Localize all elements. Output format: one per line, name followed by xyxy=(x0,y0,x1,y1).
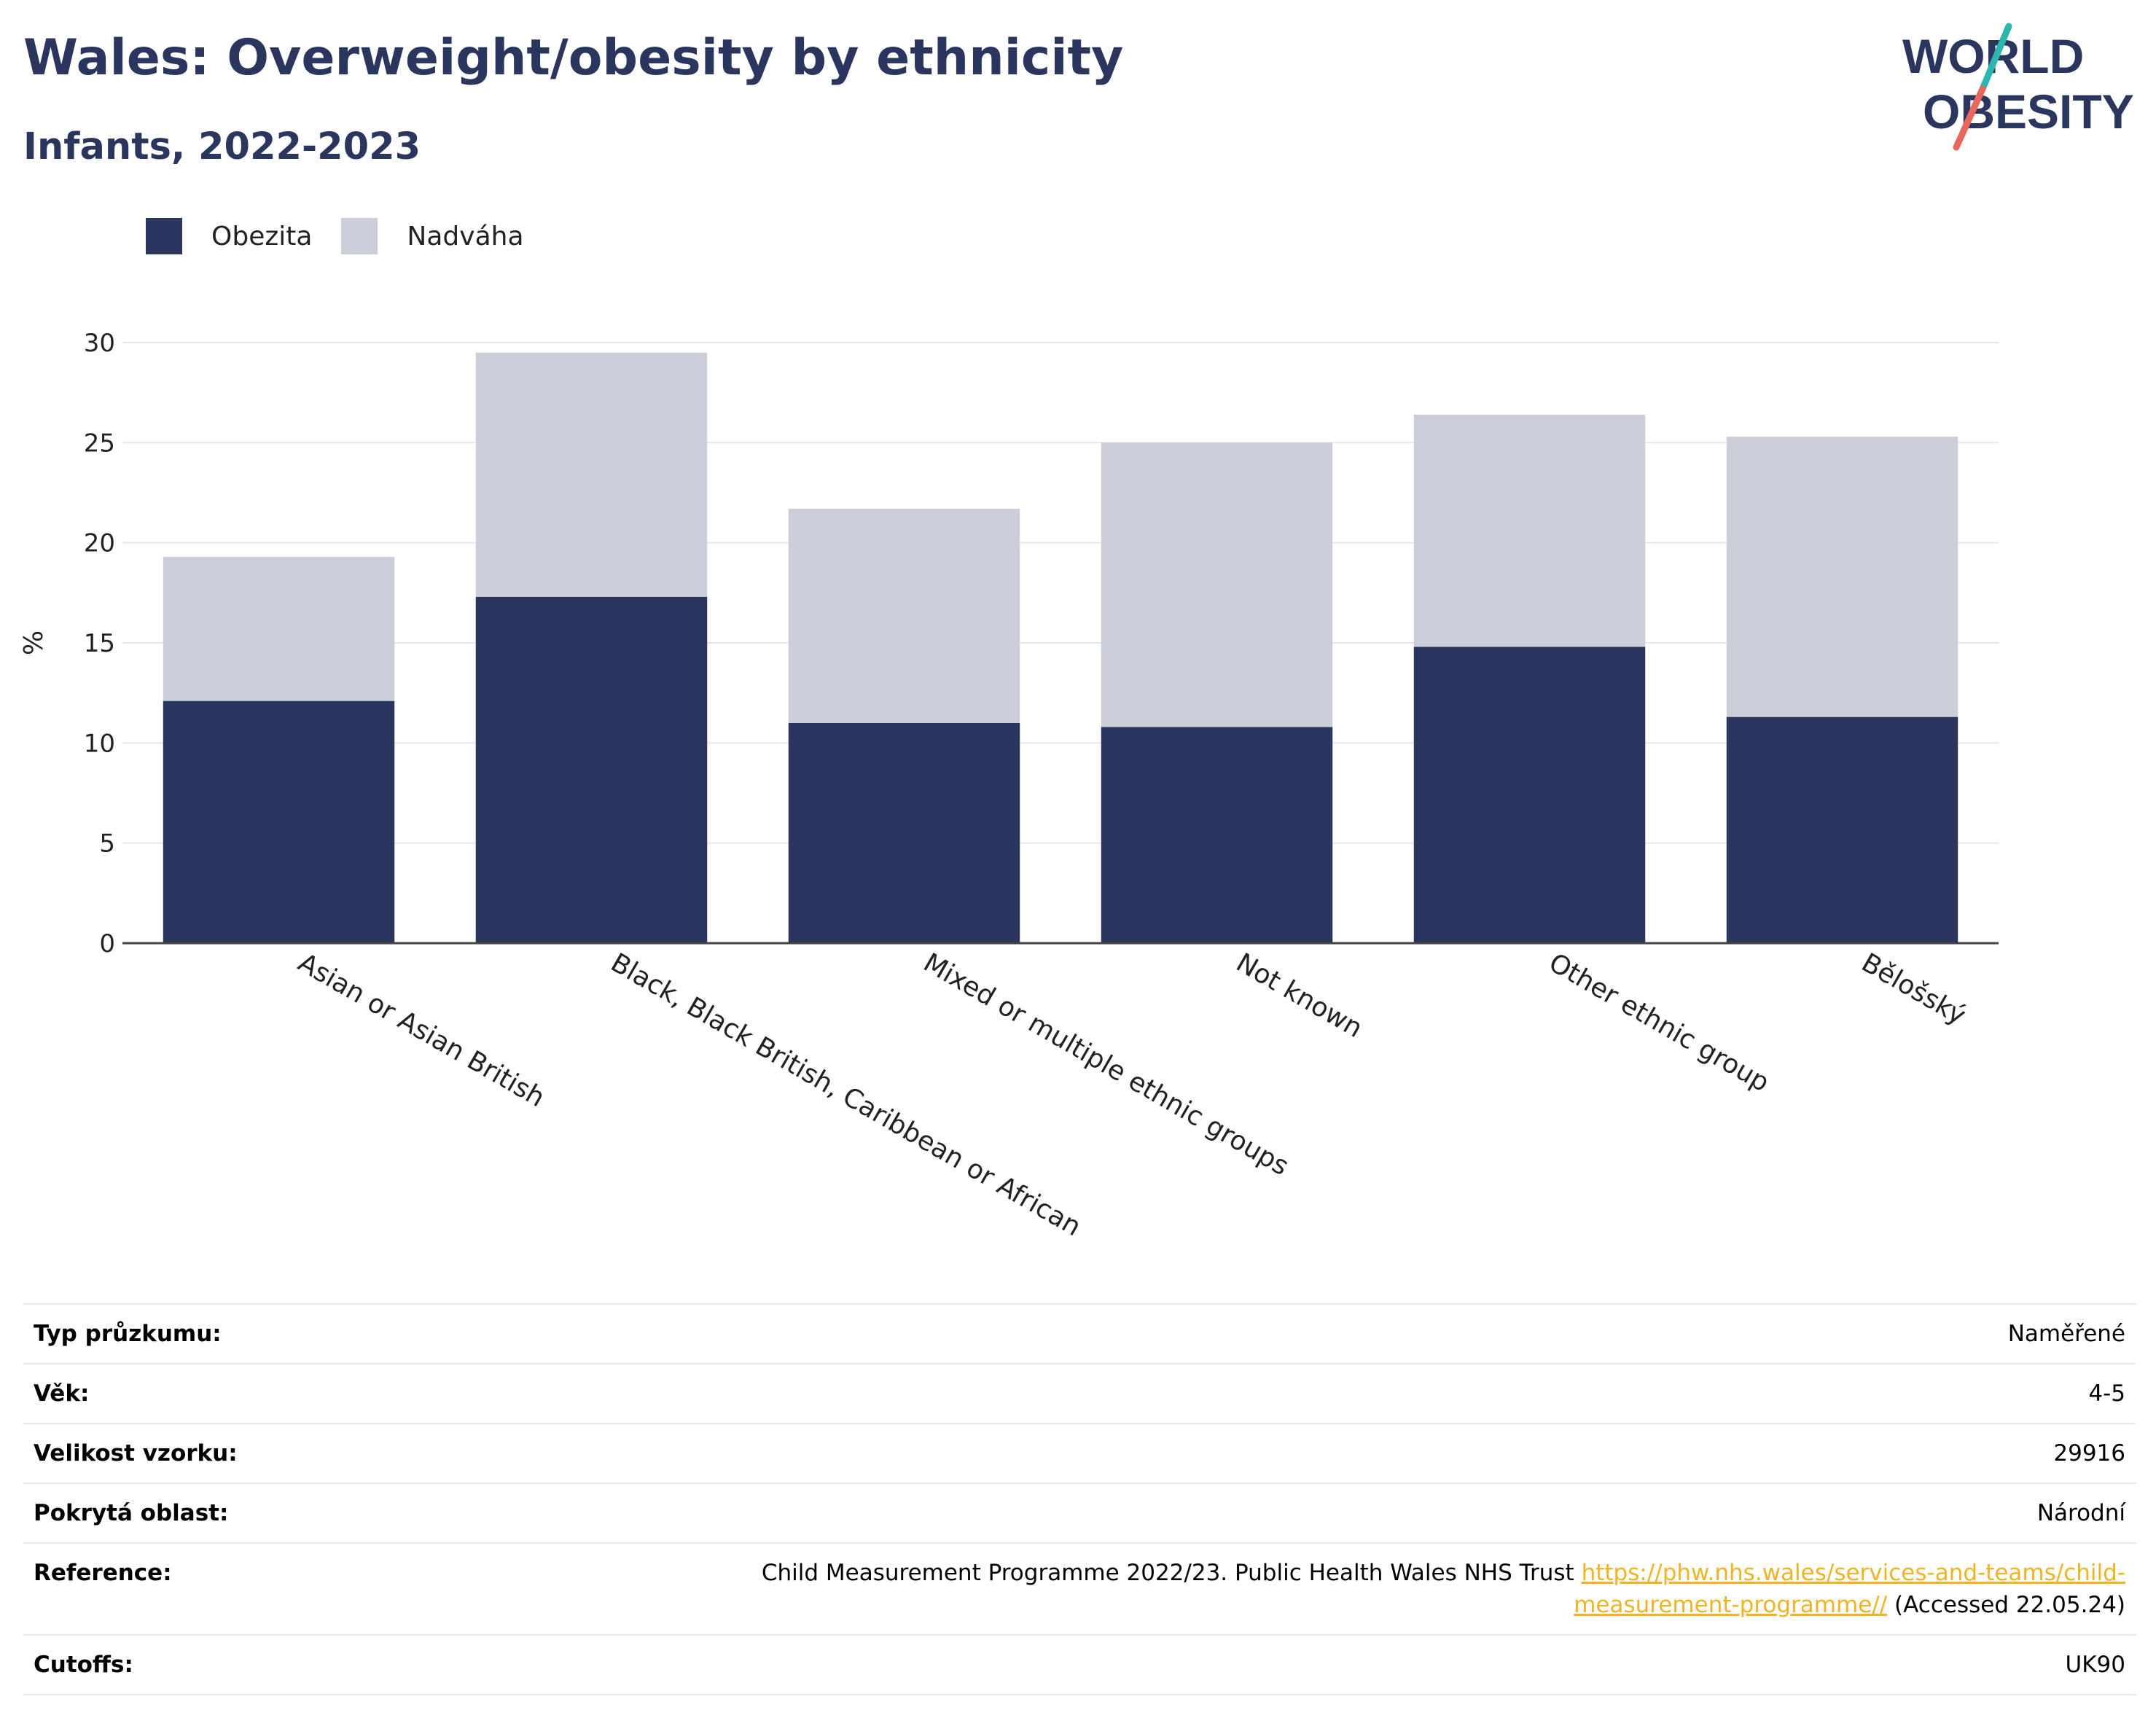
info-row-reference: Reference: Child Measurement Programme 2… xyxy=(23,1542,2136,1635)
x-tick-label: Asian or Asian British xyxy=(293,948,550,1113)
info-label: Typ průzkumu: xyxy=(23,1303,318,1364)
reference-accessed: (Accessed 22.05.24) xyxy=(1894,1592,2125,1618)
legend-item-obesity[interactable]: Obezita xyxy=(146,218,312,254)
info-row-age: Věk: 4-5 xyxy=(23,1363,2136,1423)
bar-obesity xyxy=(1726,716,1958,943)
info-value: 4-5 xyxy=(318,1363,2136,1423)
y-axis-label: % xyxy=(19,630,49,655)
bar-obesity xyxy=(788,722,1020,943)
y-tick-label: 30 xyxy=(84,329,115,358)
x-tick-label: Black, Black British, Caribbean or Afric… xyxy=(606,948,1086,1242)
info-label: Velikost vzorku: xyxy=(23,1423,318,1483)
survey-info-table: Typ průzkumu: Naměřené Věk: 4-5 Velikost… xyxy=(23,1303,2136,1695)
bar-overweight xyxy=(163,556,395,701)
bar-obesity xyxy=(1101,727,1333,943)
chart-legend: Obezita Nadváha xyxy=(146,217,553,255)
reference-text: Child Measurement Programme 2022/23. Pub… xyxy=(761,1560,1574,1586)
y-tick-label: 20 xyxy=(84,529,115,558)
bar-obesity xyxy=(163,700,395,943)
info-value-reference: Child Measurement Programme 2022/23. Pub… xyxy=(318,1542,2136,1635)
legend-swatch-overweight xyxy=(341,218,378,254)
info-label: Věk: xyxy=(23,1363,318,1423)
chart-subtitle: Infants, 2022-2023 xyxy=(23,125,421,168)
y-tick-label: 25 xyxy=(84,429,115,458)
x-tick-label: Bělošský xyxy=(1856,948,1971,1031)
info-label: Pokrytá oblast: xyxy=(23,1483,318,1543)
reference-link[interactable]: https://phw.nhs.wales/services-and-teams… xyxy=(1574,1560,2125,1618)
y-tick-label: 0 xyxy=(99,929,115,958)
x-tick-label: Mixed or multiple ethnic groups xyxy=(918,948,1294,1182)
info-row-sample-size: Velikost vzorku: 29916 xyxy=(23,1423,2136,1483)
y-tick-label: 15 xyxy=(84,629,115,658)
info-value: UK90 xyxy=(318,1634,2136,1695)
bar-overweight xyxy=(1726,437,1958,717)
info-value: Národní xyxy=(318,1483,2136,1543)
bar-overweight xyxy=(1413,414,1646,647)
logo-slash-teal xyxy=(1979,23,2012,93)
bar-obesity xyxy=(475,596,708,943)
bar-overweight xyxy=(475,352,708,597)
info-label: Reference: xyxy=(23,1542,318,1635)
bar-obesity xyxy=(1413,647,1646,943)
x-tick-label: Not known xyxy=(1231,948,1367,1044)
x-tick-label: Other ethnic group xyxy=(1544,948,1774,1098)
info-row-area: Pokrytá oblast: Národní xyxy=(23,1483,2136,1543)
chart-title: Wales: Overweight/obesity by ethnicity xyxy=(23,29,1124,87)
stacked-bar-chart: 0 5 10 15 20 25 30% Asian or Asian British Black… xyxy=(19,329,1999,1242)
info-row-survey-type: Typ průzkumu: Naměřené xyxy=(23,1303,2136,1364)
bar-overweight xyxy=(1101,442,1333,727)
world-obesity-logo: WORLD OBESITY xyxy=(1902,23,2134,151)
logo-slash-coral xyxy=(1953,85,1986,151)
legend-label-overweight: Nadváha xyxy=(407,221,524,251)
info-value: Naměřené xyxy=(318,1303,2136,1364)
legend-swatch-obesity xyxy=(146,218,182,254)
legend-item-overweight[interactable]: Nadváha xyxy=(341,218,524,254)
info-label: Cutoffs: xyxy=(23,1634,318,1695)
info-value: 29916 xyxy=(318,1423,2136,1483)
legend-label-obesity: Obezita xyxy=(211,221,313,251)
bar-overweight xyxy=(788,508,1020,723)
info-row-cutoffs: Cutoffs: UK90 xyxy=(23,1634,2136,1695)
y-tick-label: 5 xyxy=(99,829,115,859)
y-tick-label: 10 xyxy=(84,729,115,758)
logo-text-obesity: OBESITY xyxy=(1923,85,2134,138)
